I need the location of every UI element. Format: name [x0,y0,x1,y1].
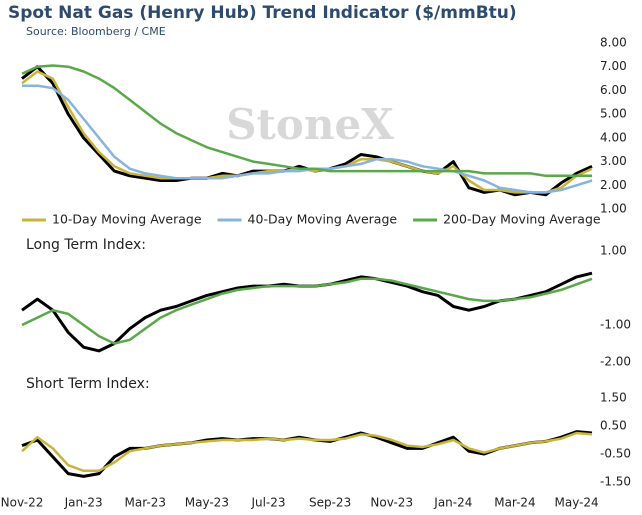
y-tick-label: 5.00 [600,107,627,121]
y-tick-label: -2.00 [600,355,631,369]
y-tick-label: 4.00 [600,130,627,144]
chart-title: Spot Nat Gas (Henry Hub) Trend Indicator… [8,3,517,23]
x-tick-label: Jul-23 [250,496,285,510]
y-tick-label: 0.50 [600,419,627,433]
x-tick-label: Mar-24 [494,496,535,510]
watermark: StoneX [226,100,394,149]
y-tick-label: 3.00 [600,154,627,168]
x-tick-label: May-24 [554,496,598,510]
x-tick-label: Jan-23 [64,496,103,510]
y-tick-label: 7.00 [600,59,627,73]
data-line [21,64,592,178]
x-tick-label: Mar-23 [125,496,166,510]
y-tick-label: -1.00 [600,318,631,332]
y-tick-label: 6.00 [600,83,627,97]
y-tick-label: -1.50 [600,475,631,489]
y-tick-label: 1.00 [600,202,627,216]
legend-label: 200-Day Moving Average [443,212,601,227]
panel-title: Short Term Index: [26,376,150,392]
x-tick-label: Nov-22 [1,496,44,510]
x-tick-label: Sep-23 [309,496,351,510]
x-tick-label: May-23 [185,496,229,510]
data-line [21,277,593,345]
y-tick-label: 1.50 [600,391,627,405]
y-tick-label: -0.50 [600,447,631,461]
y-tick-label: 8.00 [600,36,627,50]
x-tick-label: Jan-24 [433,496,472,510]
y-tick-label: 1.00 [600,244,627,258]
legend-label: 10-Day Moving Average [52,212,202,227]
x-tick-label: Nov-23 [370,496,413,510]
chart-subtitle: Source: Bloomberg / CME [26,25,166,38]
panel-title: Long Term Index: [26,237,146,253]
data-line [21,431,593,473]
legend-label: 40-Day Moving Average [248,212,398,227]
y-tick-label: 2.00 [600,178,627,192]
